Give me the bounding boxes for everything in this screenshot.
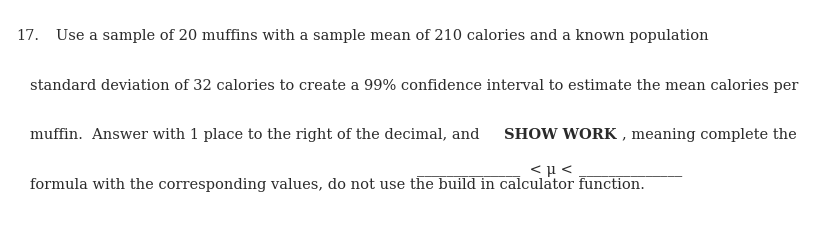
Text: muffin.  Answer with 1 place to the right of the decimal, and: muffin. Answer with 1 place to the right… xyxy=(30,128,484,142)
Text: formula with the corresponding values, do not use the build in calculator functi: formula with the corresponding values, d… xyxy=(30,178,644,192)
Text: < μ <: < μ < xyxy=(524,163,577,177)
Text: ______________: ______________ xyxy=(417,163,520,177)
Text: ______________: ______________ xyxy=(580,163,683,177)
Text: SHOW WORK: SHOW WORK xyxy=(504,128,617,142)
Text: 17.: 17. xyxy=(16,29,39,43)
Text: , meaning complete the: , meaning complete the xyxy=(622,128,796,142)
Text: Use a sample of 20 muffins with a sample mean of 210 calories and a known popula: Use a sample of 20 muffins with a sample… xyxy=(56,29,709,43)
Text: standard deviation of 32 calories to create a 99% confidence interval to estimat: standard deviation of 32 calories to cre… xyxy=(30,79,798,93)
